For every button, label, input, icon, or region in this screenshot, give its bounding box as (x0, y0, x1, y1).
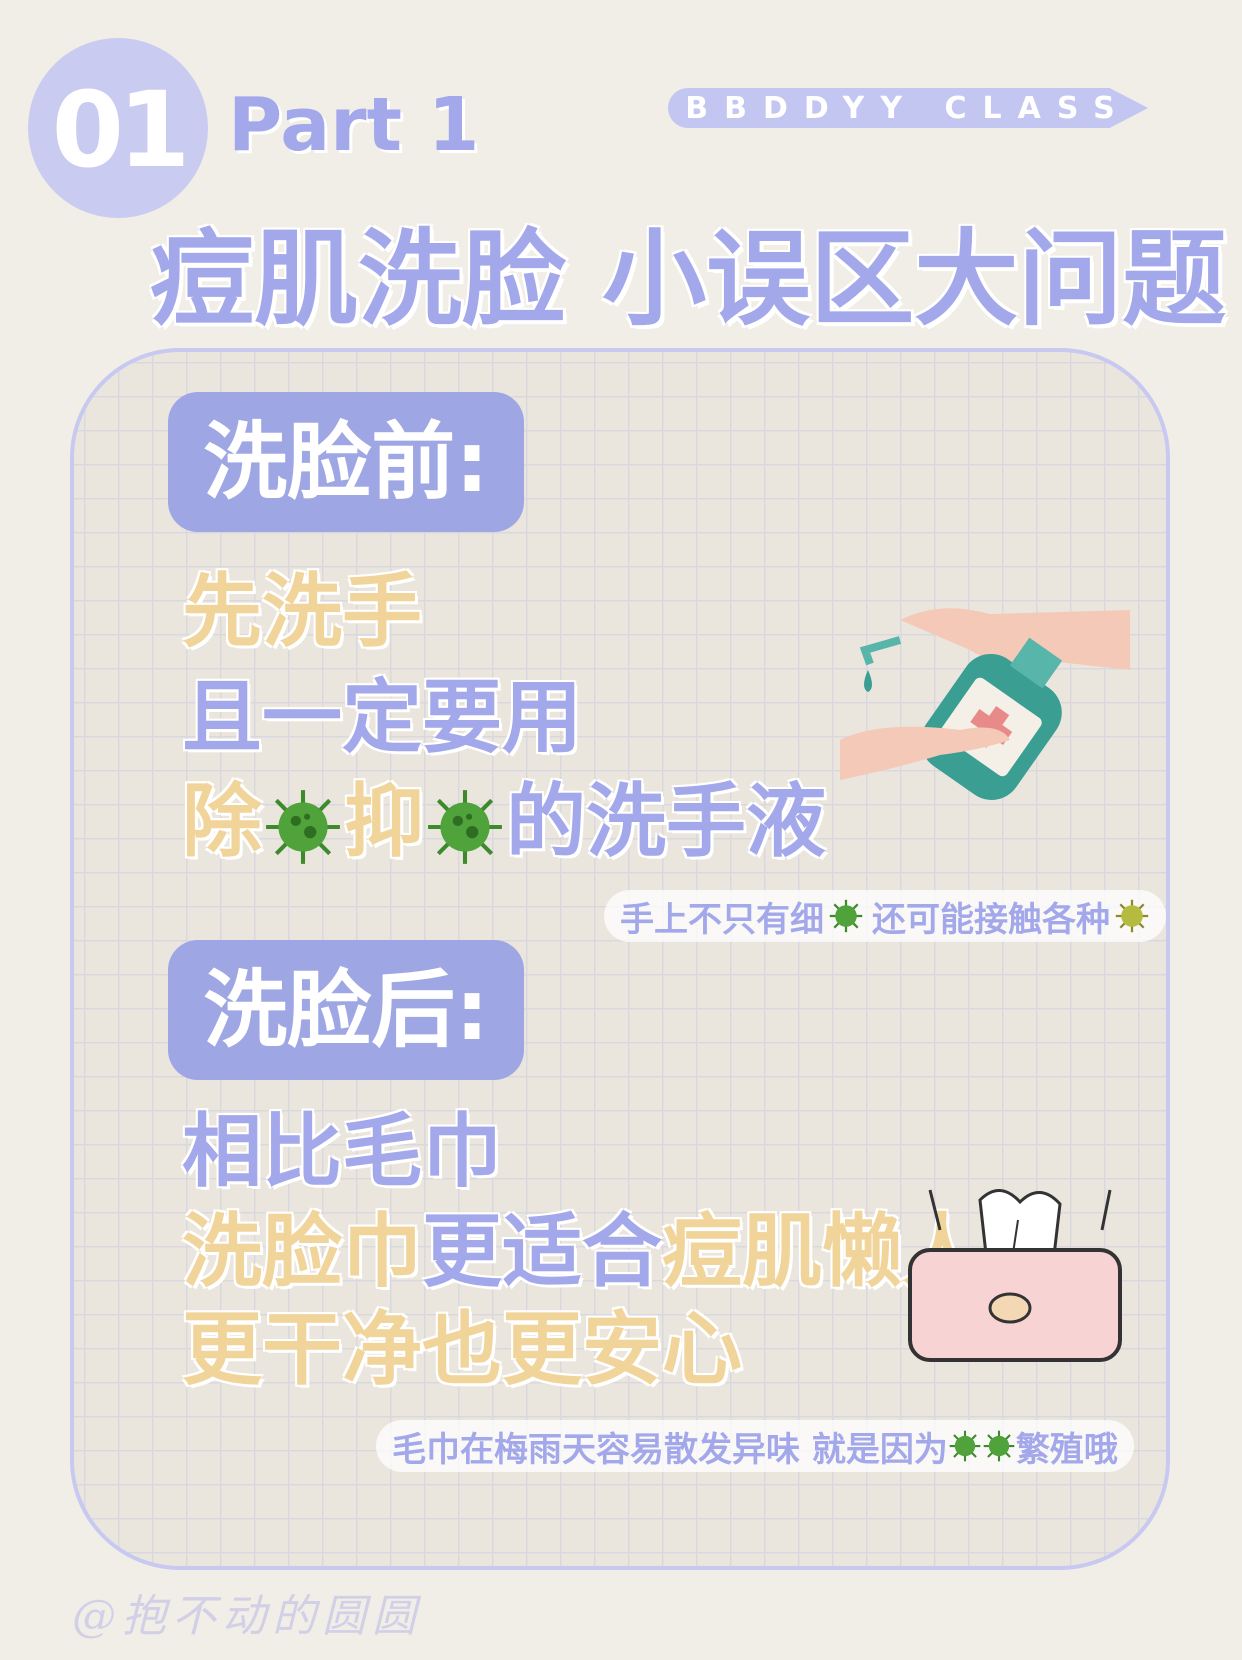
brand-banner: BBDDYY CLASS (668, 88, 1148, 128)
after-line-1: 相比毛巾 (182, 1105, 502, 1198)
before-line-3b: 抑 (344, 775, 424, 868)
grid-card (70, 348, 1170, 1570)
after-note: 毛巾在梅雨天容易散发异味 就是因为 繁殖哦 (376, 1420, 1134, 1472)
tissue-box-illustration (908, 1189, 1122, 1362)
after-line-3: 更干净也更安心 (182, 1303, 742, 1396)
before-note-a: 手上不只有细 (620, 899, 824, 940)
before-line-2: 且一定要用 (182, 671, 582, 764)
after-line-2: 洗脸巾更适合痘肌懒人 (182, 1212, 982, 1292)
before-note-b: 还可能接触各种 (872, 899, 1110, 940)
section-number-badge: 01 (28, 38, 208, 218)
part-title: Part 1 (228, 82, 480, 168)
page-title: 痘肌洗脸 小误区大问题 (150, 218, 1227, 340)
after-line-2b: 更适合 (422, 1205, 662, 1298)
virus-icon (983, 1430, 1015, 1462)
after-note-b: 繁殖哦 (1015, 1429, 1118, 1470)
hand-sanitizer-illustration (840, 608, 1130, 800)
virus-icon (1115, 899, 1149, 933)
after-line-2a: 洗脸巾 (182, 1205, 422, 1298)
before-note: 手上不只有细 还可能接触各种 (604, 890, 1166, 942)
virus-icon (829, 899, 863, 933)
after-note-a: 毛巾在梅雨天容易散发异味 就是因为 (392, 1429, 948, 1470)
before-line-1: 先洗手 (182, 565, 422, 658)
before-line-3: 除抑的洗手液 (182, 782, 826, 868)
before-line-3c: 的洗手液 (506, 775, 826, 868)
virus-icon (266, 790, 340, 864)
virus-icon (949, 1430, 981, 1462)
after-wash-label: 洗脸后: (168, 940, 524, 1080)
author-watermark: @抱不动的圆圆 (72, 1591, 422, 1642)
before-line-3a: 除 (182, 775, 262, 868)
before-wash-label: 洗脸前: (168, 392, 524, 532)
virus-icon (428, 790, 502, 864)
section-number: 01 (51, 69, 191, 191)
